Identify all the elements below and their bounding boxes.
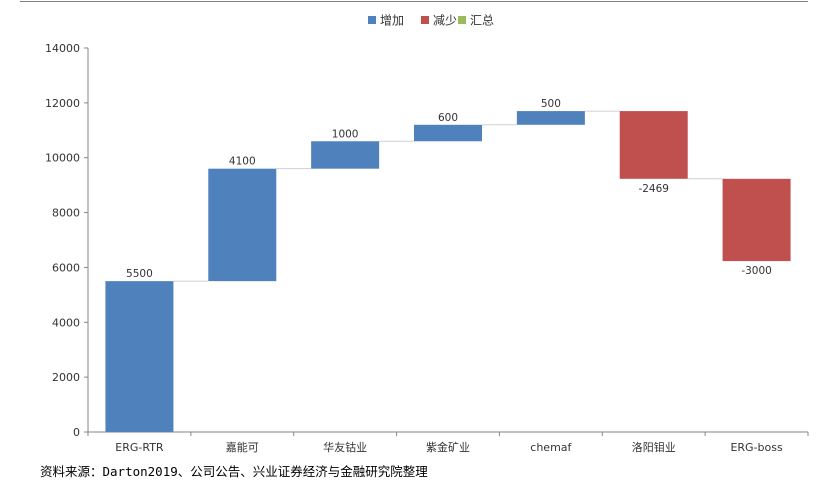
y-tick-label: 12000: [45, 97, 80, 110]
x-category-label: 嘉能可: [226, 440, 259, 454]
bar-1: [208, 168, 277, 282]
x-axis: ERG-RTR 嘉能可 华友钴业 紫金矿业 chemaf 洛阳钼业 ERG-boss: [87, 431, 809, 454]
y-axis: 0 2000 4000 6000 8000 10000 12000 14000: [45, 42, 89, 439]
data-label-2: 1000: [332, 128, 359, 140]
legend-label-0: 增加: [380, 14, 404, 28]
bars: [105, 111, 791, 432]
data-label-5: -2469: [638, 183, 669, 195]
data-label-4: 500: [541, 98, 561, 110]
connector-lines: [173, 110, 723, 282]
y-tick-label: 14000: [45, 42, 80, 55]
legend-label-1: 减少: [433, 14, 457, 28]
y-tick-label: 10000: [45, 152, 80, 165]
bar-2: [311, 141, 380, 169]
legend-swatch-2: [458, 16, 466, 24]
bar-5: [619, 111, 688, 179]
data-labels: 5500 4100 1000 600 500 -2469 -3000: [126, 98, 772, 280]
data-label-6: -3000: [741, 265, 772, 277]
bar-6: [722, 178, 791, 262]
y-tick-label: 6000: [52, 261, 80, 274]
data-label-0: 5500: [126, 268, 153, 280]
data-label-1: 4100: [229, 156, 256, 168]
bar-4: [516, 111, 585, 125]
x-category-label: 华友钴业: [323, 440, 367, 454]
x-category-label: ERG-RTR: [115, 441, 164, 454]
legend: 增加 减少 汇总: [368, 14, 494, 28]
bar-3: [414, 124, 482, 142]
y-tick-label: 2000: [52, 371, 80, 384]
data-label-3: 600: [438, 112, 458, 124]
y-tick-label: 4000: [52, 316, 80, 329]
legend-label-2: 汇总: [470, 14, 494, 28]
x-category-label: chemaf: [530, 441, 572, 454]
legend-swatch-1: [421, 16, 429, 24]
y-tick-label: 8000: [52, 207, 80, 220]
legend-swatch-0: [368, 16, 376, 24]
x-category-label: 洛阳钼业: [632, 440, 676, 454]
source-note: 资料来源：Darton2019、公司公告、兴业证券经济与金融研究院整理: [40, 464, 428, 479]
y-tick-label: 0: [73, 426, 80, 439]
x-category-label: 紫金矿业: [426, 440, 470, 454]
bar-0: [105, 281, 174, 432]
x-category-label: ERG-boss: [730, 441, 783, 454]
